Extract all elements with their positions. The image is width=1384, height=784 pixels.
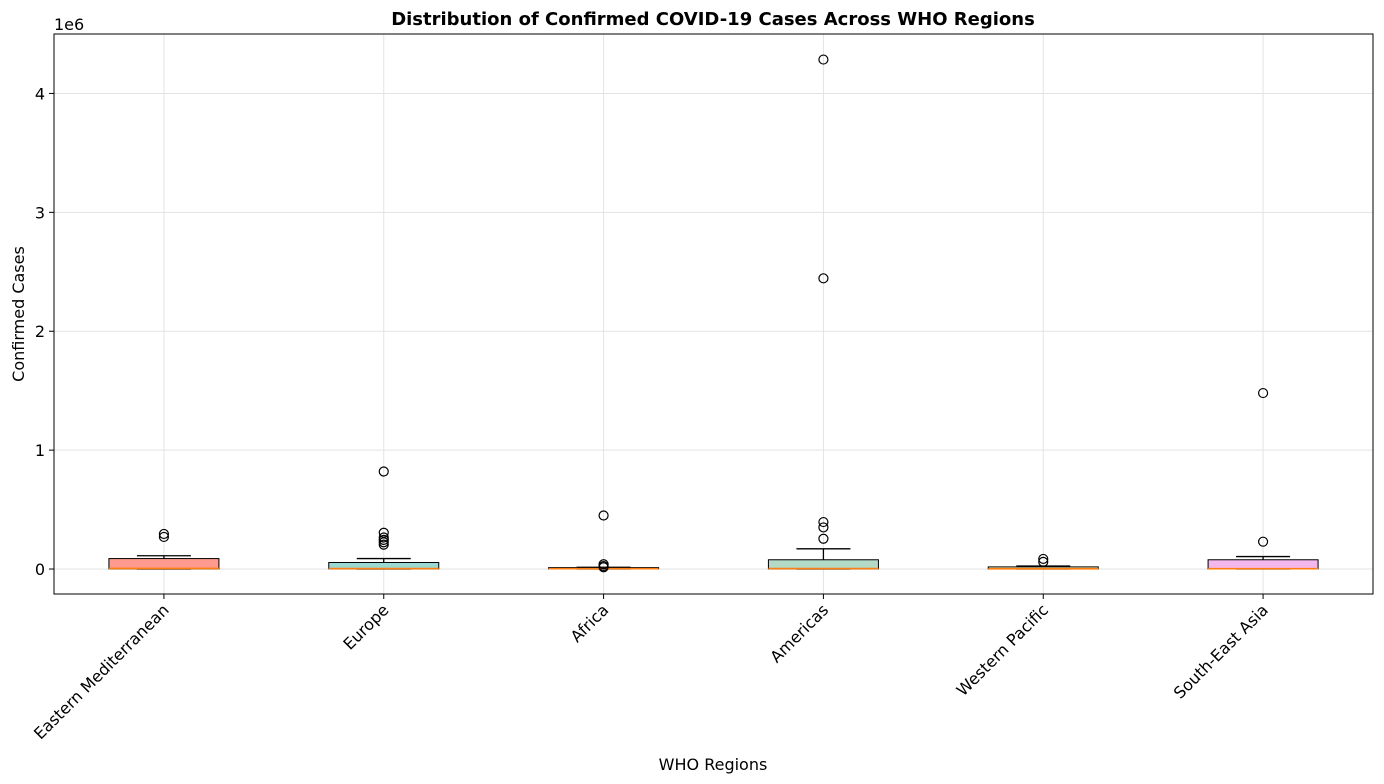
y-tick-label: 0 (35, 560, 45, 579)
box-iqr (1207, 559, 1319, 570)
box-group (767, 54, 879, 570)
y-tick-label: 4 (35, 84, 45, 103)
outlier-point (378, 466, 389, 477)
outlier-point (818, 533, 829, 544)
x-tick-label: Africa (567, 600, 613, 646)
box-group (108, 528, 220, 570)
box-group (328, 466, 440, 570)
x-tick-label: Europe (339, 600, 392, 653)
chart-title: Distribution of Confirmed COVID-19 Cases… (391, 9, 1035, 30)
axes: 0 1 2 3 4 Eastern Mediterranean Europe Africa Am… (30, 33, 1374, 743)
outlier-point (158, 528, 170, 540)
y-axis-label: Confirmed Cases (9, 246, 28, 382)
x-tick-label: South-East Asia (1170, 600, 1272, 702)
box-iqr (108, 558, 220, 570)
plot-frame (53, 33, 1374, 595)
outlier-point (1257, 387, 1269, 399)
y-tick-label: 3 (35, 203, 45, 222)
grid-lines (54, 34, 1373, 594)
outlier-point (1038, 553, 1049, 565)
outlier-point (1257, 536, 1269, 547)
outlier-point (598, 510, 609, 521)
box-group (1207, 387, 1319, 570)
box-series (108, 54, 1319, 573)
x-tick-label: Eastern Mediterranean (30, 600, 173, 743)
x-tick-label: Western Pacific (953, 600, 1052, 699)
outlier-point (158, 531, 170, 543)
outlier-point (818, 273, 829, 284)
x-axis-label: WHO Regions (659, 755, 768, 774)
outlier-point (598, 559, 609, 570)
y-tick-label: 1 (35, 441, 45, 460)
y-axis-offset-label: 1e6 (54, 15, 84, 34)
box-group (987, 553, 1099, 570)
box-group (548, 510, 660, 573)
outlier-point (378, 532, 389, 543)
box-iqr (767, 559, 879, 570)
outlier-point (378, 527, 389, 538)
x-tick-label: Americas (766, 600, 832, 666)
outlier-point (818, 522, 829, 533)
outlier-point (818, 516, 829, 528)
outlier-point (1038, 556, 1049, 567)
y-tick-label: 2 (35, 322, 45, 341)
outlier-point (818, 54, 829, 65)
